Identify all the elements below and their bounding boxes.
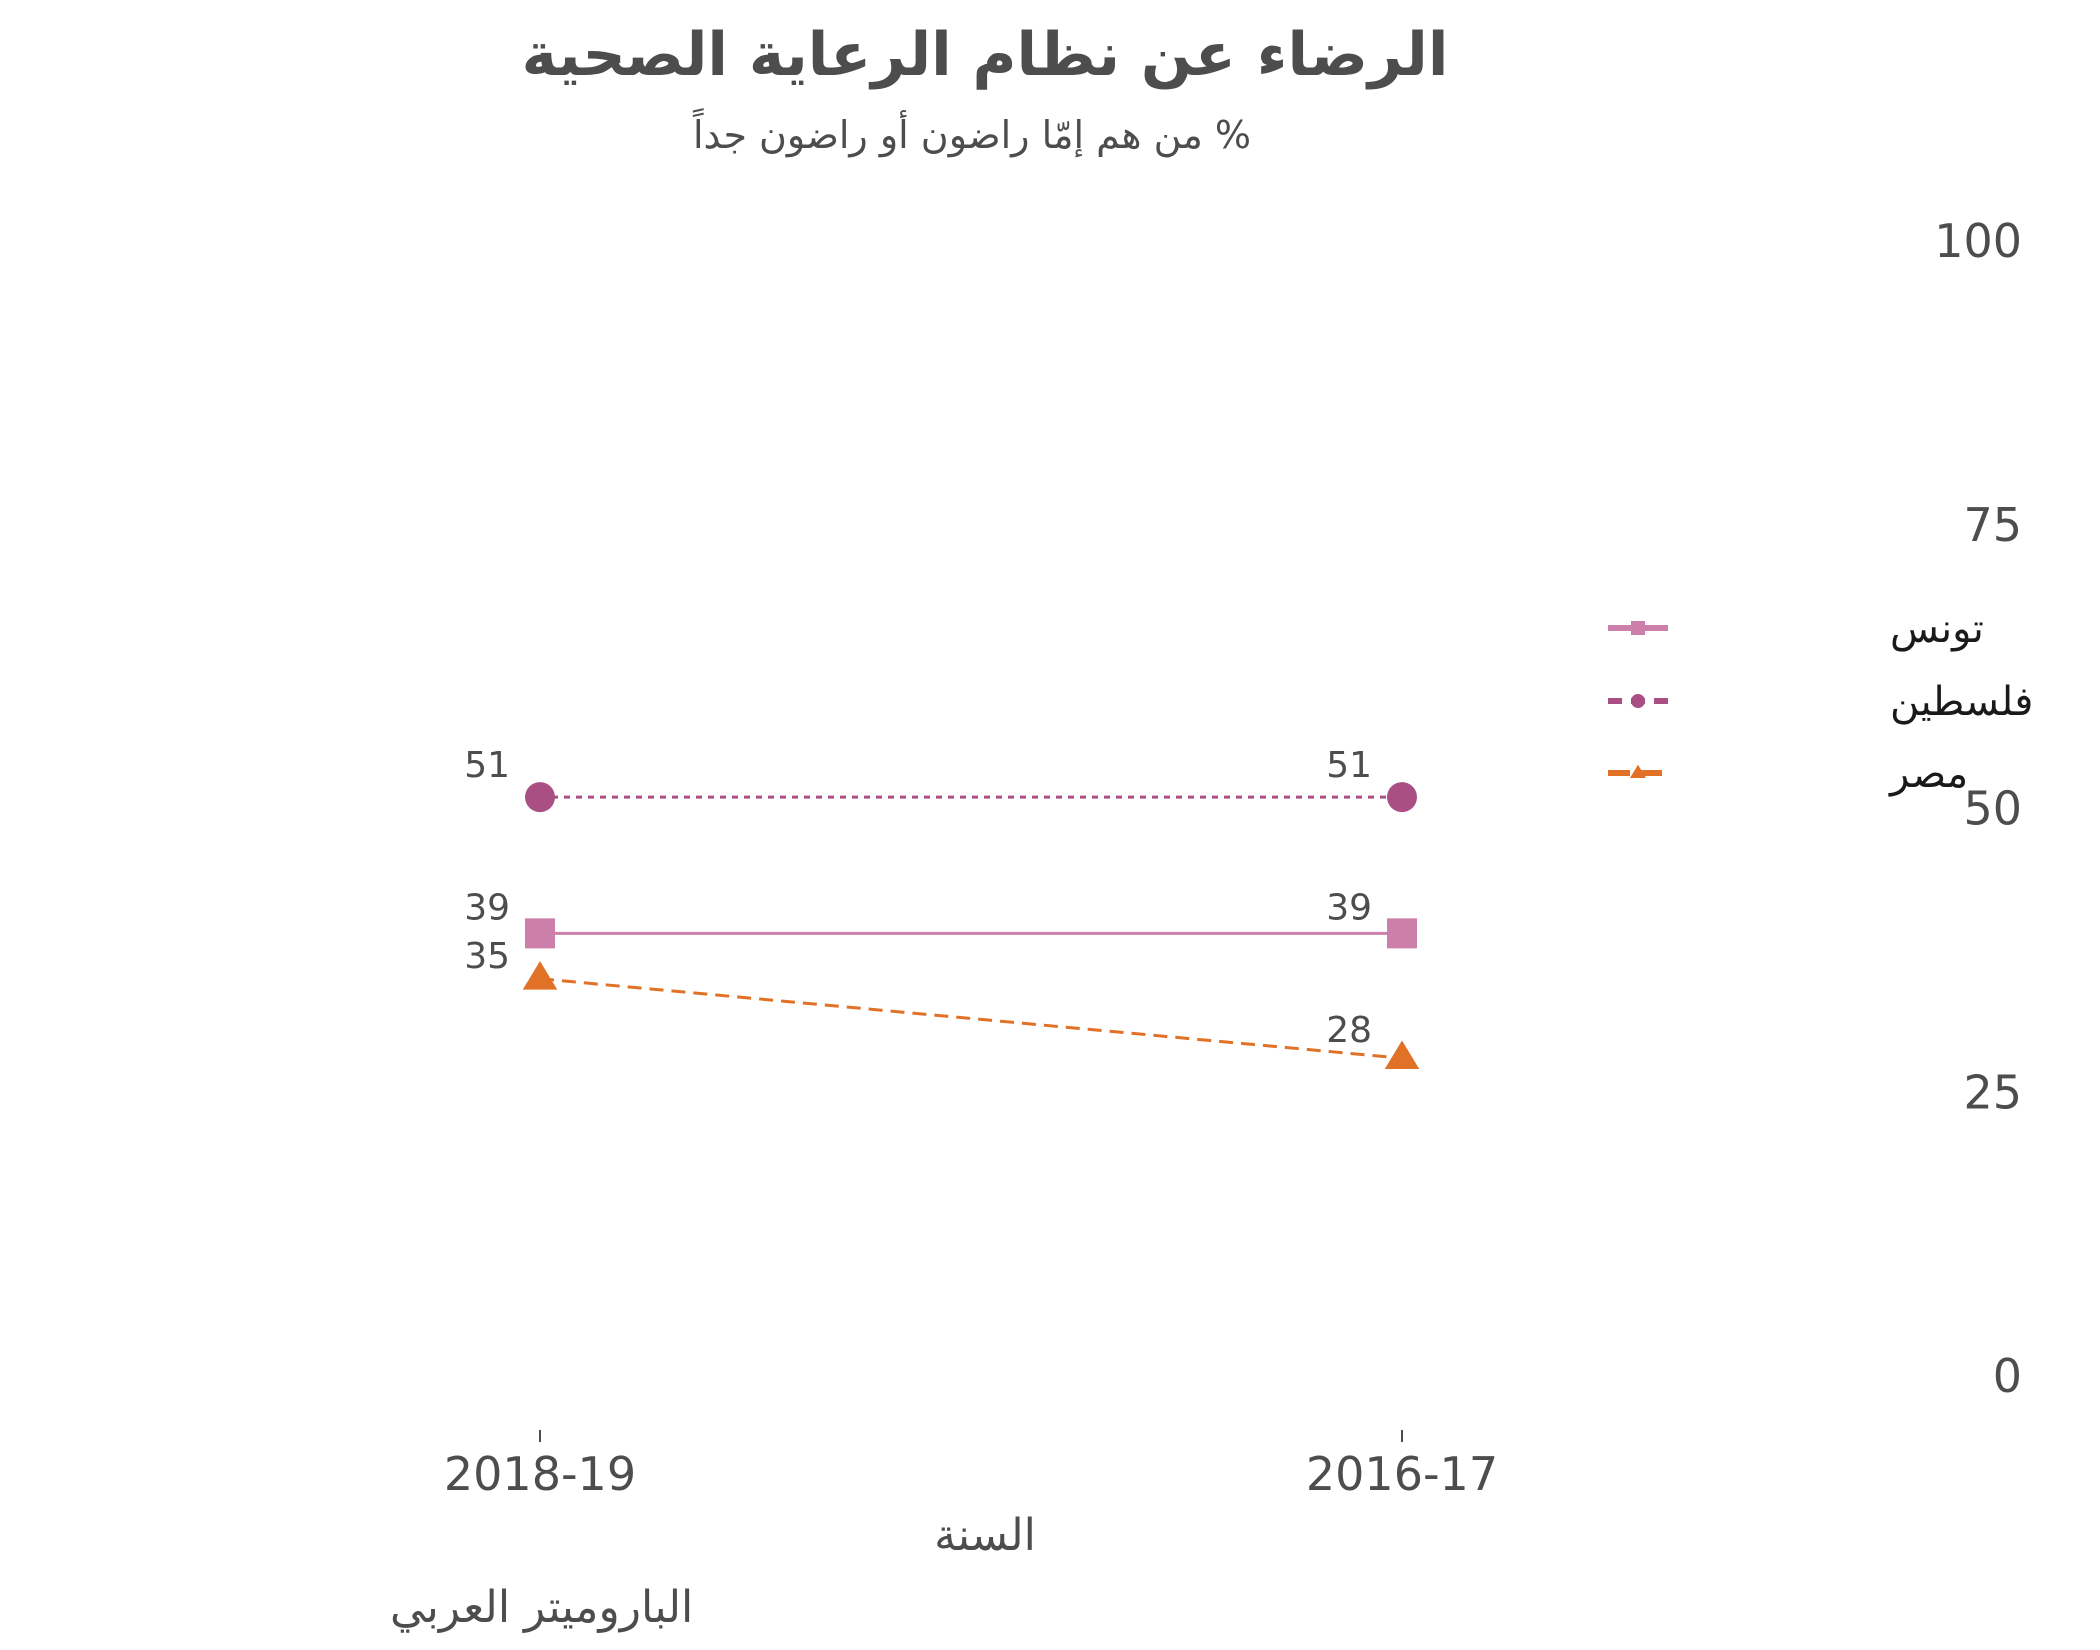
legend-label: تونس xyxy=(1890,606,1984,652)
chart-subtitle: % من هم إمّا راضون أو راضون جداً xyxy=(693,108,1251,158)
data-label: 28 xyxy=(1326,1010,1372,1051)
data-point xyxy=(522,961,558,990)
data-label: 51 xyxy=(464,745,510,786)
series-1: 51 51 xyxy=(464,745,1417,813)
x-tick-label: 2016-17 xyxy=(1306,1447,1498,1501)
y-tick-label: 75 xyxy=(1963,498,2022,552)
legend: تونس فلسطين مصر xyxy=(1608,606,2033,797)
data-label: 39 xyxy=(1326,887,1372,928)
data-point xyxy=(1387,782,1417,813)
y-tick-label: 25 xyxy=(1963,1065,2022,1119)
series-line xyxy=(539,977,1403,1060)
y-tick-label: 50 xyxy=(1963,782,2022,836)
data-point xyxy=(1631,621,1645,635)
data-point xyxy=(1387,918,1417,949)
x-axis-title: السنة xyxy=(934,1510,1036,1561)
data-label: 39 xyxy=(464,887,510,928)
series-2: 35 28 xyxy=(464,936,1420,1070)
data-point xyxy=(1629,764,1647,779)
x-axis: 2018-19 2016-17 xyxy=(444,1430,1498,1501)
series-0: 39 39 xyxy=(464,887,1417,949)
series-layer: 39 39 51 51 35 28 xyxy=(464,745,1420,1070)
data-label: 35 xyxy=(464,936,510,977)
legend-label: فلسطين xyxy=(1890,679,2033,725)
y-tick-label: 100 xyxy=(1934,214,2022,268)
y-tick-label: 0 xyxy=(1993,1349,2022,1403)
y-axis: 0 25 50 75 100 xyxy=(1934,214,2022,1403)
chart-title: الرضاء عن نظام الرعاية الصحية xyxy=(522,20,1449,90)
data-point xyxy=(1631,694,1645,708)
legend-label: مصر xyxy=(1888,751,1968,797)
data-point xyxy=(525,918,555,949)
data-label: 51 xyxy=(1326,745,1372,786)
x-tick-label: 2018-19 xyxy=(444,1447,636,1501)
caption: الباروميتر العربي xyxy=(390,1582,693,1633)
data-point xyxy=(525,782,555,813)
data-point xyxy=(1384,1040,1420,1070)
